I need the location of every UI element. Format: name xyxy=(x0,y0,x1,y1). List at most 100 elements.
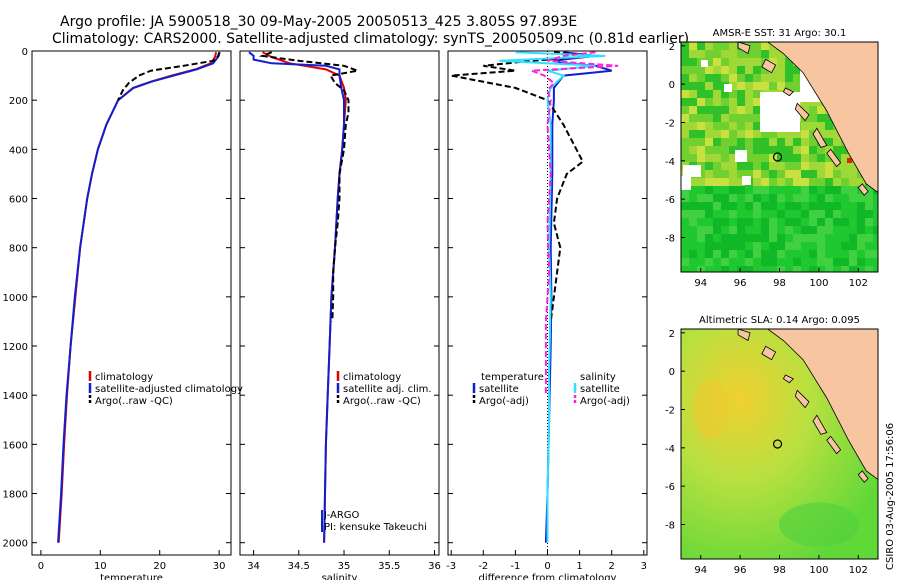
sst_map-ytick-label: -2 xyxy=(665,119,675,130)
island-1 xyxy=(761,58,777,74)
salinity-series-1 xyxy=(248,51,345,543)
depth-tick-label: 1000 xyxy=(3,293,28,304)
legend-difference: temperaturesatelliteArgo(-adj)salinitysa… xyxy=(472,372,630,407)
sla_map-ytick-label: 0 xyxy=(669,367,675,378)
panel-temperature: 0 10 20 30 temperature 0 200 400 600 800 1000 1200 1… xyxy=(3,47,232,584)
difference-series-3 xyxy=(531,51,619,396)
depth-tick-label: 0 xyxy=(22,47,28,58)
map-sla_map: Altimetric SLA: 0.14 Argo: 0.095 94 96 98 10… xyxy=(665,315,879,576)
sla_map-title: Altimetric SLA: 0.14 Argo: 0.095 xyxy=(699,315,860,326)
island-2 xyxy=(782,87,794,97)
salinity-annotation-pi: PI: kensuke Takeuchi xyxy=(324,522,427,533)
depth-tick-label: 600 xyxy=(9,195,28,206)
legend-temperature-2-label: Argo(..raw -QC) xyxy=(95,396,173,407)
legend-diff-temperature-title: temperature xyxy=(481,372,544,383)
sla_map-field xyxy=(681,329,878,559)
sla_map-xtick-label: 94 xyxy=(694,565,707,576)
legend-diff-salinity-title: salinity xyxy=(580,372,616,383)
difference-xtick-label: 2 xyxy=(609,561,615,572)
salinity-xtick-label: 36 xyxy=(428,561,441,572)
footer-stamp: CSIRO 03-Aug-2005 17:56:06 xyxy=(885,423,896,570)
panel-salinity: 34 34.5 35 35.5 36 salinity xyxy=(239,50,441,584)
island-0 xyxy=(737,42,751,55)
sst_map-xtick-label: 102 xyxy=(849,278,868,289)
depth-tick-label: 800 xyxy=(9,244,28,255)
legend-diff-temp-satellite-label: satellite xyxy=(479,384,519,395)
island-5 xyxy=(826,435,842,455)
island-3 xyxy=(794,389,810,409)
map-sst_map: AMSR-E SST: 31 Argo: 30.1 94 96 98 100 102 2 0 -… xyxy=(665,28,879,289)
sst_map-ytick-label: -8 xyxy=(665,234,675,245)
temperature-xtick-label: 30 xyxy=(213,561,226,572)
sst-missing-cell xyxy=(683,165,701,177)
temperature-xtick-label: 10 xyxy=(94,561,107,572)
sst-missing-cell xyxy=(735,150,747,162)
sla_map-xtick-label: 100 xyxy=(809,565,828,576)
sumatra-land xyxy=(767,42,878,193)
sst-missing-cell xyxy=(724,84,732,92)
legend-diff-temp-argo-label: Argo(-adj) xyxy=(479,396,529,407)
island-5 xyxy=(826,148,842,168)
sst_map-xtick-label: 100 xyxy=(809,278,828,289)
sst_map-title: AMSR-E SST: 31 Argo: 30.1 xyxy=(713,28,847,39)
temperature-xtick-label: 20 xyxy=(153,561,166,572)
difference-xlabel: difference from climatology xyxy=(479,573,617,580)
sla_map-xtick-label: 102 xyxy=(849,565,868,576)
difference-series-0 xyxy=(544,51,612,543)
island-1 xyxy=(761,345,777,361)
island-4 xyxy=(812,127,828,148)
sla_map-ytick-label: -4 xyxy=(665,444,675,455)
temperature-series-2 xyxy=(117,51,221,101)
salinity-xtick-label: 35.5 xyxy=(378,561,400,572)
legend-salinity-0-label: climatology xyxy=(343,372,401,383)
depth-tick-label: 1800 xyxy=(3,490,28,501)
depth-tick-label: 400 xyxy=(9,145,28,156)
depth-tick-label: 1400 xyxy=(3,391,28,402)
sst_map-ytick-label: -6 xyxy=(665,195,675,206)
island-2 xyxy=(782,374,794,384)
salinity-annotation-program: J-ARGO xyxy=(323,510,360,521)
sst_map-field xyxy=(681,42,878,272)
temperature-frame xyxy=(31,50,232,556)
temperature-xtick-label: 0 xyxy=(38,561,44,572)
salinity-frame xyxy=(239,50,440,556)
difference-series-1 xyxy=(451,51,596,322)
salinity-xlabel: salinity xyxy=(322,573,358,580)
island-0 xyxy=(737,329,751,342)
legend-salinity-1-label: satellite adj. clim. xyxy=(343,384,432,395)
difference-xtick-label: 0 xyxy=(544,561,550,572)
sst-missing-cell xyxy=(742,176,751,185)
sla_map-ytick-label: -6 xyxy=(665,482,675,493)
sst-warm-cell xyxy=(847,158,852,163)
depth-tick-label: 1600 xyxy=(3,440,28,451)
island-3 xyxy=(794,102,810,122)
sla-low-patch xyxy=(778,502,859,547)
figure-title-line2: Climatology: CARS2000. Satellite-adjuste… xyxy=(52,31,689,47)
sst_map-ytick-label: 2 xyxy=(669,42,675,53)
figure-title-line1: Argo profile: JA 5900518_30 09-May-2005 … xyxy=(60,14,577,30)
temperature-series-1 xyxy=(57,51,221,543)
difference-xtick-label: -2 xyxy=(478,561,488,572)
sla_map-ytick-label: -2 xyxy=(665,406,675,417)
sla_map-float-marker xyxy=(772,439,783,449)
sla_map-ytick-label: -8 xyxy=(665,521,675,532)
depth-tick-label: 2000 xyxy=(3,539,28,550)
sla_map-xtick-label: 96 xyxy=(734,565,747,576)
sla-high-patch xyxy=(692,379,729,440)
legend-diff-sal-argo-label: Argo(-adj) xyxy=(580,396,630,407)
sumatra-land xyxy=(767,329,878,480)
legend-diff-sal-satellite-label: satellite xyxy=(580,384,620,395)
sst_map-float-marker xyxy=(772,152,783,162)
island-6 xyxy=(857,470,869,483)
sst_map-xtick-label: 96 xyxy=(734,278,747,289)
sst_map-xtick-label: 94 xyxy=(694,278,707,289)
difference-xtick-label: -1 xyxy=(510,561,520,572)
difference-xtick-label: 1 xyxy=(576,561,582,572)
temperature-xlabel: temperature xyxy=(100,573,163,580)
depth-tick-label: 200 xyxy=(9,96,28,107)
salinity-xtick-label: 34 xyxy=(247,561,260,572)
sst_map-xtick-label: 98 xyxy=(773,278,786,289)
sst_map-ytick-label: -4 xyxy=(665,157,675,168)
